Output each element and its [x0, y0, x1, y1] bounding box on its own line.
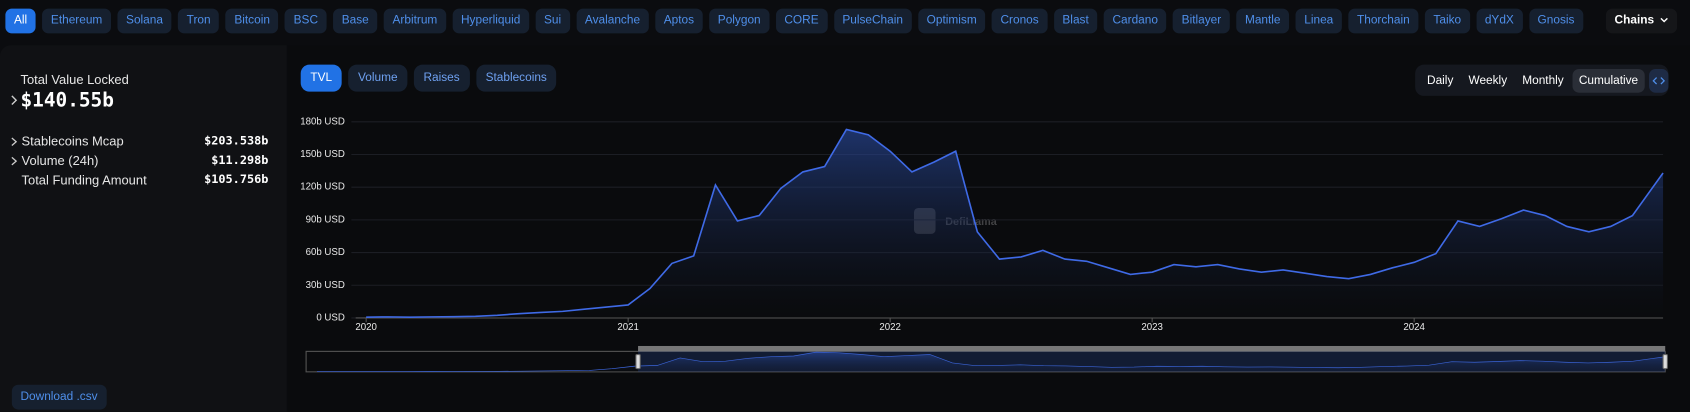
navigator-selection [638, 351, 1666, 372]
chain-button[interactable]: Bitcoin [225, 8, 279, 34]
period-button[interactable]: Cumulative [1572, 68, 1645, 93]
stat-label: Total Funding Amount [21, 172, 147, 188]
y-tick-label: 120b USD [300, 182, 345, 193]
navigator-handle [1662, 354, 1668, 370]
chain-button[interactable]: Thorchain [1348, 8, 1419, 34]
y-tick-label: 30b USD [306, 280, 345, 291]
expand-icon[interactable] [10, 95, 19, 106]
chain-button[interactable]: Sui [535, 8, 570, 34]
chain-button[interactable]: Taiko [1424, 8, 1470, 34]
navigator-fill [316, 352, 1666, 372]
chain-button[interactable]: Arbitrum [383, 8, 446, 34]
period-button[interactable]: Monthly [1522, 73, 1564, 87]
tab-button[interactable]: Stablecoins [475, 64, 557, 92]
chain-button[interactable]: Bitlayer [1173, 8, 1230, 34]
embed-button[interactable] [1648, 68, 1669, 93]
tab-button[interactable]: Volume [348, 64, 408, 92]
tvl-value: $140.55b [20, 89, 114, 113]
y-tick-label: 150b USD [300, 149, 345, 160]
stat-value: $203.538b [204, 133, 269, 148]
dropdown-label: Chains [1614, 14, 1655, 27]
chain-button[interactable]: Hyperliquid [452, 8, 529, 34]
tabs: TVL Volume Raises Stablecoins [300, 64, 557, 92]
chain-button[interactable]: Base [333, 8, 378, 34]
stat-label: Volume (24h) [21, 153, 99, 169]
tvl-fill [366, 129, 1664, 318]
tvl-line [366, 128, 1664, 319]
chains-dropdown[interactable]: Chains [1605, 8, 1678, 34]
navigator-line [316, 351, 1666, 373]
chain-button[interactable]: Polygon [709, 8, 770, 34]
chain-button[interactable]: All [5, 8, 36, 34]
chain-button[interactable]: Aptos [655, 8, 703, 34]
y-tick-label: 90b USD [306, 214, 345, 225]
period-selector: Daily Weekly Monthly Cumulative [1415, 64, 1669, 96]
chain-bar: All Ethereum Solana Tron Bitcoin BSC Base Arbit… [5, 8, 1584, 34]
x-tick-label: 2024 [1403, 322, 1425, 333]
chain-button[interactable]: Cardano [1103, 8, 1167, 34]
stat-value: $105.756b [204, 172, 269, 187]
chain-button[interactable]: Cronos [991, 8, 1048, 34]
chain-button[interactable]: PulseChain [833, 8, 912, 34]
chevron [11, 137, 18, 146]
tab-button[interactable]: Raises [413, 64, 470, 92]
summary-panel: Total Value Locked $140.55b Stablecoins … [0, 45, 287, 412]
chain-button[interactable]: Tron [178, 8, 220, 34]
chevron [11, 156, 18, 166]
chain-button[interactable]: Avalanche [576, 8, 649, 34]
stat-label: Stablecoins Mcap [21, 133, 124, 149]
chain-button[interactable]: Blast [1053, 8, 1098, 34]
chain-button[interactable]: Gnosis [1528, 8, 1584, 34]
chain-button[interactable]: Optimism [918, 8, 986, 34]
chain-button[interactable]: Linea [1295, 8, 1342, 34]
x-tick-label: 2023 [1141, 322, 1163, 333]
embed-icon [1652, 76, 1665, 84]
expand-icon[interactable] [11, 156, 18, 166]
chain-button[interactable]: Ethereum [42, 8, 111, 34]
period-button[interactable]: Weekly [1468, 73, 1508, 87]
chain-button[interactable]: Mantle [1236, 8, 1290, 34]
tvl-label: Total Value Locked [20, 72, 129, 88]
y-tick-label: 60b USD [306, 247, 345, 258]
navigator-bar [638, 345, 1666, 352]
expand-icon[interactable] [11, 137, 18, 147]
chain-button[interactable]: BSC [285, 8, 327, 34]
navigator-handle [635, 354, 641, 370]
x-tick-label: 2020 [355, 322, 377, 333]
period-button[interactable]: Daily [1427, 73, 1454, 87]
chevron-icon [1660, 17, 1668, 23]
stat-value: $11.298b [211, 153, 269, 168]
y-tick-label: 180b USD [300, 116, 345, 127]
tab-button[interactable]: TVL [300, 64, 342, 92]
y-tick-label: 0 USD [316, 313, 345, 324]
chain-button[interactable]: Solana [117, 8, 172, 34]
download-button[interactable]: Download .csv [11, 384, 107, 410]
x-tick-label: 2021 [617, 322, 639, 333]
chain-button[interactable]: dYdX [1476, 8, 1523, 34]
x-tick-label: 2022 [879, 322, 901, 333]
chain-button[interactable]: CORE [775, 8, 828, 34]
